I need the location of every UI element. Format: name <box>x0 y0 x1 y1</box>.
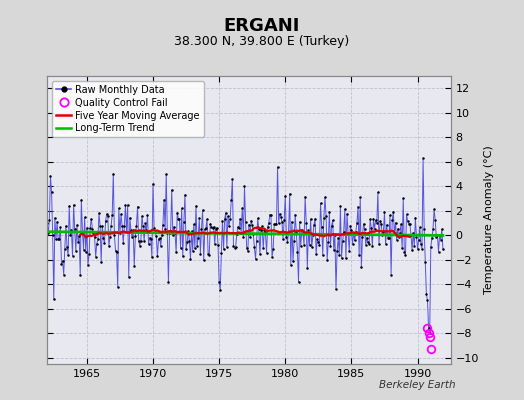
Legend: Raw Monthly Data, Quality Control Fail, Five Year Moving Average, Long-Term Tren: Raw Monthly Data, Quality Control Fail, … <box>52 81 204 137</box>
Y-axis label: Temperature Anomaly (°C): Temperature Anomaly (°C) <box>484 146 495 294</box>
Text: 38.300 N, 39.800 E (Turkey): 38.300 N, 39.800 E (Turkey) <box>174 36 350 48</box>
Text: ERGANI: ERGANI <box>224 17 300 35</box>
Text: Berkeley Earth: Berkeley Earth <box>379 380 456 390</box>
